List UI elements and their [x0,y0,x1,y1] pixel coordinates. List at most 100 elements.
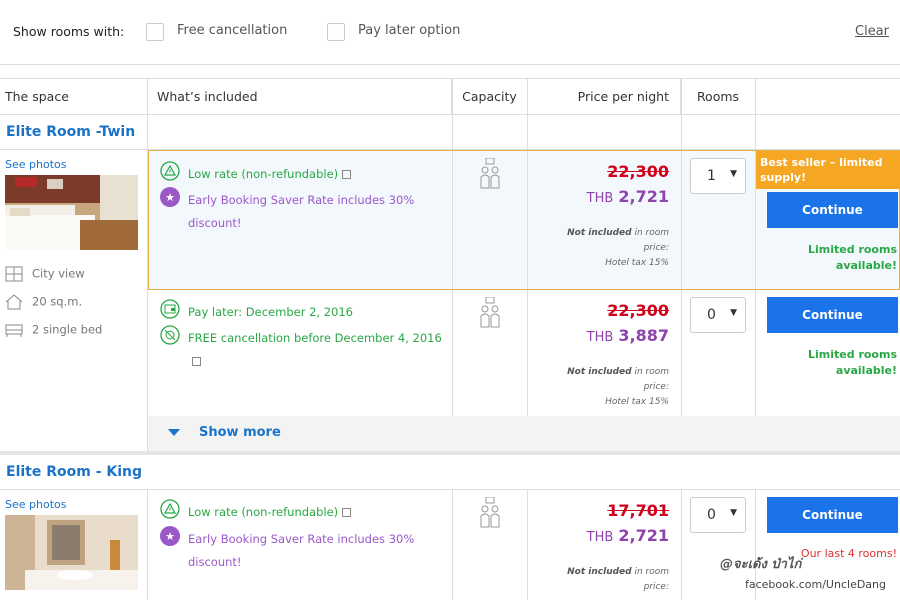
included-early-booking-text: Early Booking Saver Rate includes 30% [188,532,415,546]
see-photos-link[interactable]: See photos [5,498,67,511]
divider [452,151,453,289]
dropdown-arrow-icon: ▼ [730,308,737,318]
tax-note-line2: price: [643,243,669,253]
continue-button[interactable]: Continue [767,297,898,333]
tax-note: Not included in room price: Hotel tax 15… [567,226,669,271]
divider [0,149,900,150]
svg-text:★: ★ [165,530,175,543]
availability-line2: available! [835,364,897,377]
feature-view-text: City view [32,266,85,281]
col-whats-included: What’s included [148,79,452,115]
room-photo-twin[interactable] [5,175,138,250]
bathroom-image [5,515,138,590]
room-name-elite-twin[interactable]: Elite Room -Twin [6,124,136,140]
feature-size-text: 20 sq.m. [32,294,83,309]
external-link-icon[interactable] [342,508,352,517]
included-early-booking: ★ Early Booking Saver Rate includes 30% d… [160,187,450,237]
star-badge-icon: ★ [160,187,180,207]
external-link-icon[interactable] [342,170,352,179]
divider [147,489,148,600]
availability-line1: Limited rooms [808,243,897,256]
continue-button[interactable]: Continue [767,192,898,228]
divider [452,489,453,600]
rooms-select-value: 0 [707,507,716,523]
original-price: 17,701 [607,501,669,520]
pay-later-label[interactable]: Pay later option [358,23,461,38]
divider [755,489,756,600]
see-photos-link[interactable]: See photos [5,158,67,171]
warning-icon [160,161,180,181]
watermark-url: facebook.com/UncleDang [745,578,886,591]
currency: THB [586,191,614,206]
tax-note-line3: Hotel tax 15% [605,397,669,407]
divider [681,489,682,600]
current-price: THB 3,887 [587,326,669,345]
free-cancellation-label[interactable]: Free cancellation [177,23,288,38]
external-link-icon[interactable] [192,357,201,366]
wallet-icon [160,299,180,319]
col-capacity: Capacity [452,79,528,115]
tax-note-bold: Not included [567,228,632,238]
best-seller-badge: Best seller – limited supply! [756,151,900,189]
window-icon [5,266,23,282]
included-low-rate: Low rate (non-refundable) [160,499,450,523]
current-price: THB 2,721 [587,187,669,206]
availability-line1: Limited rooms [808,348,897,361]
original-price: 22,300 [607,301,669,320]
watermark: @จะเด้ง ป่าไก่ [720,557,802,572]
tax-note-line2: price: [643,382,669,392]
twin-room-image [5,175,138,250]
tax-note-line2: price: [643,582,669,592]
tax-note: Not included in room price: Hotel tax 15… [567,365,669,410]
tax-note-bold: Not included [567,367,632,377]
feature-bed: 2 single bed [5,322,102,338]
included-low-rate-text: Low rate (non-refundable) [188,167,339,181]
availability-line2: available! [835,259,897,272]
dropdown-arrow-icon: ▼ [730,169,737,179]
included-free-cancellation: FREE cancellation before December 4, 201… [160,325,450,366]
col-rooms: Rooms [681,79,756,115]
rooms-select[interactable]: 0 ▼ [690,297,746,333]
table-header: The space What’s included Capacity Price… [0,78,900,115]
tax-note-rest: in room [631,367,669,377]
svg-text:★: ★ [165,191,175,204]
tax-note-line3: Hotel tax 15% [605,258,669,268]
currency: THB [586,530,614,545]
bed-icon [5,322,23,338]
divider [755,151,756,289]
filter-bar: Show rooms with: Free cancellation Pay l… [0,0,900,65]
rooms-select-value: 1 [707,168,716,184]
divider [0,489,900,490]
pay-later-checkbox[interactable] [327,23,345,41]
free-cancel-icon [160,325,180,345]
original-price: 22,300 [607,162,669,181]
tax-note-rest: in room [631,228,669,238]
rooms-select[interactable]: 0 ▼ [690,497,746,533]
room-name-elite-king[interactable]: Elite Room - King [6,464,143,480]
tax-note: Not included in room price: [567,565,669,595]
feature-city-view: City view [5,266,85,282]
star-badge-icon: ★ [160,526,180,546]
included-early-booking-text: Early Booking Saver Rate includes 30% [188,193,415,207]
capacity-two-people-icon [480,296,500,329]
continue-button[interactable]: Continue [767,497,898,533]
col-price-per-night: Price per night [528,79,681,115]
divider [147,78,148,451]
price-amount: 3,887 [618,326,669,345]
included-free-cancellation-text: FREE cancellation before December 4, 201… [188,331,442,345]
chevron-down-icon [168,429,180,436]
currency: THB [586,330,614,345]
included-early-booking-text-2: discount! [188,555,242,569]
tax-note-rest: in room [631,567,669,577]
filter-label: Show rooms with: [13,24,125,39]
feature-bed-text: 2 single bed [32,322,103,337]
show-more-bar[interactable]: Show more [148,416,900,451]
clear-filters-link[interactable]: Clear [855,24,889,39]
free-cancellation-checkbox[interactable] [146,23,164,41]
included-early-booking: ★ Early Booking Saver Rate includes 30% d… [160,526,450,576]
rooms-select-value: 0 [707,307,716,323]
room-photo-king[interactable] [5,515,138,590]
rooms-select[interactable]: 1 ▼ [690,158,746,194]
show-more-link[interactable]: Show more [199,425,281,440]
dropdown-arrow-icon: ▼ [730,508,737,518]
